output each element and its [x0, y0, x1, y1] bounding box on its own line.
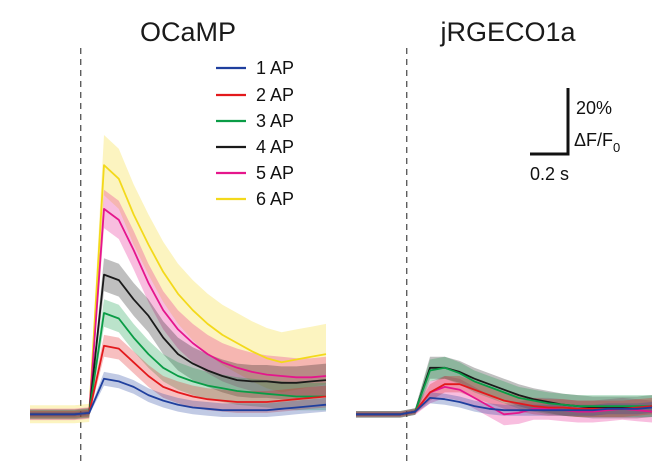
legend-entry-1ap: 1 AP — [216, 58, 294, 78]
panel-ocamp: OCaMP — [30, 17, 327, 462]
trace-ocamp-1ap — [30, 377, 327, 416]
error-band-ocamp-4ap — [30, 258, 326, 420]
scale-bar-y-value: 20% — [576, 98, 612, 118]
traces-ocamp — [30, 164, 327, 416]
legend-label: 6 AP — [256, 189, 294, 209]
scale-bar: 20% ΔF/F0 0.2 s — [530, 88, 620, 184]
legend: 1 AP 2 AP 3 AP 4 AP 5 AP 6 AP — [216, 58, 294, 209]
error-band-ocamp-2ap — [30, 334, 326, 418]
legend-entry-5ap: 5 AP — [216, 163, 294, 183]
panel-title-jrgeco1a: jRGECO1a — [439, 17, 576, 47]
scale-bar-lines — [530, 88, 570, 156]
error-band-jrgeco1a-5ap — [356, 376, 652, 426]
legend-label: 2 AP — [256, 85, 294, 105]
trace-jrgeco1a-1ap — [356, 396, 653, 416]
legend-entry-3ap: 3 AP — [216, 111, 294, 131]
error-band-ocamp-1ap — [30, 371, 326, 417]
traces-jrgeco1a — [356, 366, 653, 416]
legend-entry-2ap: 2 AP — [216, 85, 294, 105]
scale-bar-x-label: 0.2 s — [530, 164, 569, 184]
legend-label: 1 AP — [256, 58, 294, 78]
panel-title-ocamp: OCaMP — [140, 17, 236, 47]
legend-entry-4ap: 4 AP — [216, 137, 294, 157]
legend-label: 5 AP — [256, 163, 294, 183]
error-band-ocamp-5ap — [30, 189, 326, 421]
panel-jrgeco1a: jRGECO1a — [356, 17, 653, 462]
error-band-ocamp-3ap — [30, 299, 326, 419]
legend-label: 3 AP — [256, 111, 294, 131]
legend-label: 4 AP — [256, 137, 294, 157]
scale-bar-y-label: ΔF/F0 — [574, 130, 620, 155]
legend-entry-6ap: 6 AP — [216, 189, 294, 209]
